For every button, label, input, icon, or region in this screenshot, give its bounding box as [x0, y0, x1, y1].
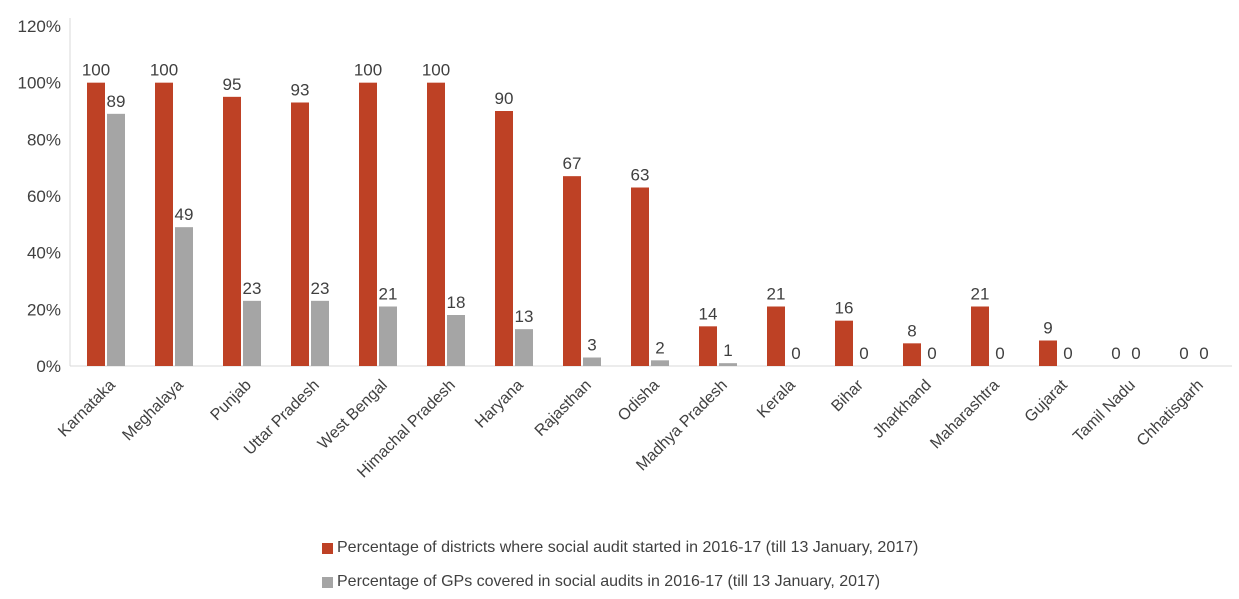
category-label: Tamil Nadu	[1070, 377, 1139, 446]
legend-swatch-districts	[322, 542, 333, 554]
bar-districts	[291, 102, 309, 366]
bar-districts	[427, 82, 445, 367]
data-label-gps: 0	[1063, 344, 1072, 363]
bar-districts	[631, 187, 649, 366]
legend-label-gps: Percentage of GPs covered in social audi…	[337, 573, 881, 590]
bar-districts	[495, 111, 513, 366]
data-label-districts: 16	[835, 299, 854, 318]
bar-districts	[155, 82, 173, 367]
category-label: Jharkhand	[870, 377, 935, 442]
bar-districts	[767, 306, 785, 366]
category-label: Haryana	[472, 377, 527, 432]
data-label-gps: 0	[1199, 344, 1208, 363]
bar-districts	[359, 82, 377, 367]
y-tick-label: 80%	[27, 130, 61, 149]
bar-districts	[903, 343, 921, 366]
bar-districts	[971, 306, 989, 366]
data-label-districts: 0	[1111, 344, 1120, 363]
data-label-gps: 2	[655, 338, 664, 357]
data-label-gps: 0	[791, 344, 800, 363]
bar-gps	[515, 329, 533, 366]
category-label: Rajasthan	[532, 377, 595, 440]
category-label: Gujarat	[1022, 376, 1072, 426]
bar-gps	[719, 363, 737, 366]
y-tick-label: 60%	[27, 187, 61, 206]
data-label-districts: 14	[699, 304, 718, 323]
bar-districts	[699, 326, 717, 366]
category-label: Meghalaya	[119, 377, 186, 444]
bar-districts	[1039, 340, 1057, 366]
data-label-districts: 67	[563, 154, 582, 173]
data-label-districts: 95	[223, 75, 242, 94]
data-label-gps: 0	[927, 344, 936, 363]
data-label-districts: 21	[767, 285, 786, 304]
data-label-gps: 23	[311, 279, 330, 298]
y-tick-label: 120%	[18, 17, 61, 36]
data-label-districts: 63	[631, 166, 650, 185]
legend-label-districts: Percentage of districts where social aud…	[337, 539, 919, 556]
bar-gps	[651, 360, 669, 366]
y-tick-label: 20%	[27, 300, 61, 319]
bar-districts	[87, 82, 105, 367]
bar-gps	[583, 357, 601, 366]
bar-districts	[223, 96, 241, 366]
data-label-districts: 21	[971, 285, 990, 304]
bar-gps	[311, 300, 329, 366]
legend-item-gps: Percentage of GPs covered in social audi…	[322, 573, 1222, 591]
data-label-gps: 13	[515, 307, 534, 326]
data-label-gps: 18	[447, 293, 466, 312]
data-label-districts: 100	[150, 61, 178, 80]
bar-districts	[563, 176, 581, 366]
legend-swatch-gps	[322, 576, 333, 588]
bar-gps	[243, 300, 261, 366]
data-label-gps: 1	[723, 341, 732, 360]
data-label-districts: 93	[291, 81, 310, 100]
bar-gps	[379, 306, 397, 366]
bar-districts	[835, 320, 853, 366]
category-label: Kerala	[754, 377, 799, 422]
category-label: Maharashtra	[927, 377, 1003, 453]
data-label-districts: 100	[422, 61, 450, 80]
category-label: Punjab	[208, 377, 255, 424]
bar-gps	[447, 315, 465, 366]
y-tick-label: 100%	[18, 74, 61, 93]
data-label-gps: 3	[587, 336, 596, 355]
data-label-districts: 8	[907, 321, 916, 340]
category-label: Odisha	[615, 377, 663, 425]
bar-gps	[107, 113, 125, 366]
data-label-districts: 0	[1179, 344, 1188, 363]
data-label-gps: 89	[107, 92, 126, 111]
category-label: Bihar	[828, 376, 867, 415]
category-label: Karnataka	[55, 377, 119, 441]
data-label-gps: 0	[859, 344, 868, 363]
data-label-gps: 0	[995, 344, 1004, 363]
data-label-districts: 100	[354, 61, 382, 80]
data-label-gps: 23	[243, 279, 262, 298]
y-tick-label: 40%	[27, 244, 61, 263]
data-label-gps: 49	[175, 205, 194, 224]
data-label-gps: 0	[1131, 344, 1140, 363]
category-label: West Bengal	[315, 377, 391, 453]
category-label: Chhatisgarh	[1134, 377, 1207, 450]
data-label-districts: 90	[495, 89, 514, 108]
data-label-districts: 9	[1043, 319, 1052, 338]
data-label-gps: 21	[379, 285, 398, 304]
bar-gps	[175, 227, 193, 366]
data-label-districts: 100	[82, 61, 110, 80]
y-tick-label: 0%	[36, 357, 61, 376]
legend-item-districts: Percentage of districts where social aud…	[322, 539, 1222, 557]
